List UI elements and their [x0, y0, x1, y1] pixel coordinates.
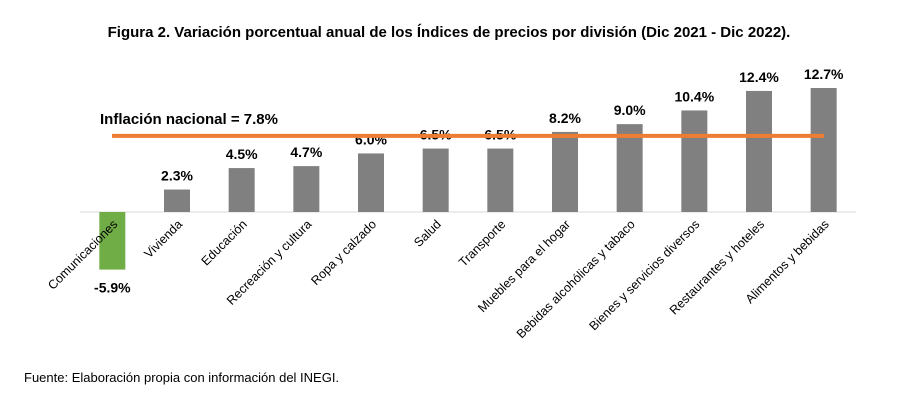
bar: [616, 124, 643, 212]
category-tick-label: Ropa y calzado: [308, 217, 379, 288]
bar-value-label: 12.7%: [804, 66, 844, 82]
bar-value-label: 2.3%: [161, 168, 193, 184]
chart-title: Figura 2. Variación porcentual anual de …: [107, 24, 791, 41]
bar: [746, 90, 772, 212]
bar-value-label: -5.9%: [94, 280, 131, 296]
bar: [422, 148, 449, 212]
reference-line-label: Inflación nacional = 7.8%: [100, 111, 278, 128]
bar: [358, 153, 384, 212]
bar-value-label: 4.5%: [226, 146, 258, 162]
category-tick-label: Educación: [199, 217, 250, 268]
category-tick-label: Transporte: [456, 217, 508, 269]
bar: [552, 131, 578, 212]
bar-value-label: 12.4%: [739, 69, 779, 85]
category-tick-label: Bienes y servicios diversos: [586, 217, 702, 333]
bar-value-label: 4.7%: [290, 144, 322, 160]
bar-value-label: 9.0%: [614, 102, 646, 118]
category-tick-label: Bebidas alcohólicas y tabaco: [514, 217, 638, 341]
bar-value-label: 10.4%: [674, 88, 714, 104]
bar: [810, 88, 837, 212]
bar: [681, 110, 708, 212]
chart-source: Fuente: Elaboración propia con informaci…: [24, 370, 340, 385]
bar: [228, 168, 255, 212]
bar: [293, 166, 320, 212]
bar-value-label: 6.0%: [355, 131, 387, 147]
category-tick-label: Salud: [411, 217, 444, 250]
bar: [99, 212, 126, 270]
bar: [164, 189, 190, 212]
category-tick-label: Vivienda: [141, 217, 185, 261]
bar-value-label: 8.2%: [549, 110, 581, 126]
bar: [487, 148, 514, 212]
